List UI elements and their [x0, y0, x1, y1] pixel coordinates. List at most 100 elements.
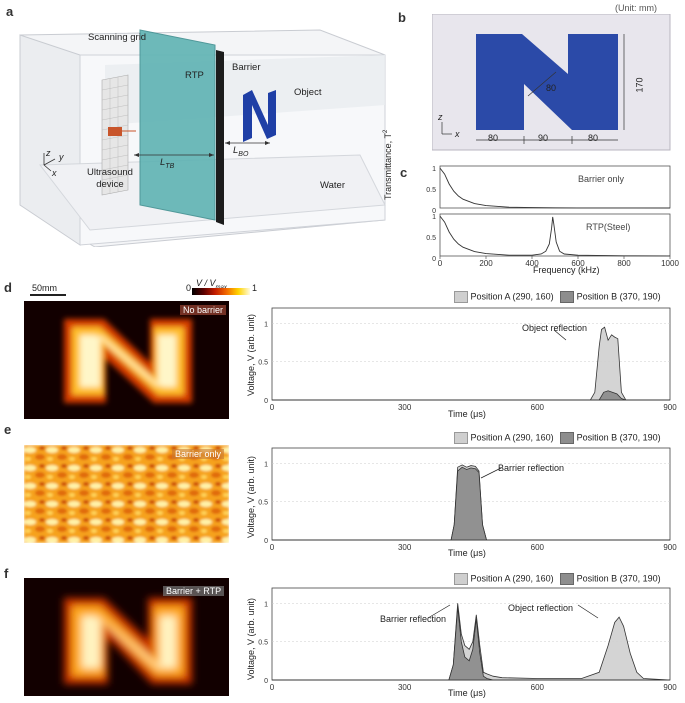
legend-e-swatch-a: [454, 432, 468, 444]
c-ytick-label-top: 0.5: [426, 187, 436, 194]
signal-chart-e: 0 300 600 900 1 0.5 0: [258, 447, 677, 552]
signal-ytick-label: 1: [264, 461, 268, 468]
colorbar-label: V / Vmax: [196, 278, 227, 291]
dim-diagonal: 80: [546, 83, 557, 93]
signal-series-position-a: [272, 326, 670, 401]
signal-chart-f: 0 300 600 900 1 0.5 0: [258, 587, 677, 692]
d-ylabel: Voltage, V (arb. unit): [246, 313, 256, 396]
panel-b-drawing: [432, 14, 671, 151]
label-l-tb: LTB: [160, 157, 175, 170]
c-xtick-label: 600: [571, 259, 585, 268]
signal-xtick-label: 300: [398, 683, 412, 692]
image-f-barrier-rtp: [24, 578, 229, 696]
label-ultrasound-device: Ultrasound device: [87, 167, 133, 190]
signal-xtick-label: 0: [270, 683, 275, 692]
c-ytick-label-top: 0: [432, 208, 436, 215]
panel-f-letter: f: [4, 566, 9, 581]
c-xtick-label: 400: [525, 259, 539, 268]
dim-bottom-right: 80: [588, 133, 599, 143]
d-annotation: Object reflection: [522, 323, 588, 333]
signal-xtick-label: 900: [663, 683, 677, 692]
scale-bar: [30, 294, 66, 296]
f-annotation-object: Object reflection: [508, 603, 574, 613]
image-e-tag: Barrier only: [172, 449, 225, 459]
panel-c-letter: c: [400, 165, 408, 180]
signal-xtick-label: 600: [531, 403, 545, 412]
label-l-bo: LBO: [233, 145, 249, 158]
legend-f: Position A (290, 160) Position B (370, 1…: [454, 573, 661, 585]
legend-f-swatch-a: [454, 573, 468, 585]
image-e-barrier-only: [24, 445, 229, 543]
panel-d-letter: d: [4, 280, 12, 295]
signal-xtick-label: 0: [270, 403, 275, 412]
legend-e-swatch-b: [560, 432, 575, 444]
signal-xtick-label: 0: [270, 543, 275, 552]
axis-z-label: z: [46, 148, 51, 158]
legend-d: Position A (290, 160) Position B (370, 1…: [454, 291, 661, 303]
e-ylabel: Voltage, V (arb. unit): [246, 455, 256, 538]
object-n-shape: [243, 90, 276, 142]
colorbar: [192, 288, 250, 295]
signal-xtick-label: 300: [398, 403, 412, 412]
dim-bottom-left: 80: [488, 133, 499, 143]
label-scanning-grid: Scanning grid: [88, 32, 147, 43]
c-label-rtp-steel: RTP(Steel): [586, 222, 631, 232]
c-ylabel: Transmittance, T2: [383, 129, 393, 200]
f-xlabel: Time (μs): [448, 688, 486, 698]
signal-ytick-label: 0.5: [258, 360, 268, 367]
signal-ytick-label: 0: [264, 678, 268, 685]
signal-xtick-label: 900: [663, 403, 677, 412]
dim-bottom-mid: 90: [538, 133, 549, 143]
ultrasound-device-shape: [108, 127, 122, 136]
label-object: Object: [294, 87, 322, 98]
signal-xtick-label: 900: [663, 543, 677, 552]
axis-x-label: x: [52, 168, 57, 178]
c-ytick-label-bot: 1: [432, 214, 436, 221]
scale-bar-label: 50mm: [32, 283, 58, 293]
f-ylabel: Voltage, V (arb. unit): [246, 597, 256, 680]
colorbar-min: 0: [186, 283, 192, 293]
image-d-tag: No barrier: [180, 305, 227, 315]
signal-ytick-label: 1: [264, 321, 268, 328]
signal-chart-d: 0 300 600 900 1 0.5 0: [258, 307, 677, 412]
c-ytick-label-bot: 0.5: [426, 235, 436, 242]
label-barrier: Barrier: [232, 62, 261, 73]
image-f-tag: Barrier + RTP: [163, 586, 225, 596]
c-xtick-label: 800: [617, 259, 631, 268]
f-annotation-barrier: Barrier reflection: [380, 614, 447, 624]
panel-b-letter: b: [398, 10, 406, 25]
signal-ytick-label: 0.5: [258, 500, 268, 507]
c-ytick-label-top: 1: [432, 166, 436, 173]
c-series-rtp-steel: [439, 215, 671, 257]
annotation-arrow: [577, 604, 599, 619]
d-xlabel: Time (μs): [448, 409, 486, 419]
signal-ytick-label: 0: [264, 538, 268, 545]
c-bottom-axes: [439, 213, 671, 257]
b-axis-z: z: [438, 112, 443, 122]
signal-xtick-label: 600: [531, 683, 545, 692]
annotation-arrow: [480, 467, 502, 479]
c-xtick-group: 0 200 400 600 800 1000: [438, 256, 679, 268]
signal-ytick-label: 1: [264, 601, 268, 608]
annotation-arrow: [427, 604, 451, 619]
e-xlabel: Time (μs): [448, 548, 486, 558]
signal-xtick-label: 300: [398, 543, 412, 552]
c-xtick-label: 1000: [661, 259, 679, 268]
signal-series-position-b: [272, 390, 670, 401]
e-annotation: Barrier reflection: [498, 463, 565, 473]
c-top-axes: [439, 165, 671, 209]
c-xlabel: Frequency (kHz): [533, 265, 600, 275]
c-series-barrier-only: [439, 167, 671, 209]
c-xtick-label: 200: [479, 259, 493, 268]
dim-height: 170: [634, 77, 645, 93]
panel-a-letter: a: [6, 4, 14, 19]
axis-y-label: y: [59, 152, 64, 162]
c-xtick-label: 0: [438, 259, 443, 268]
c-ytick-label-bot: 0: [432, 256, 436, 263]
signal-ytick-label: 0.5: [258, 640, 268, 647]
n-shape: [476, 34, 618, 130]
legend-e: Position A (290, 160) Position B (370, 1…: [454, 432, 661, 444]
rtp-plate: [139, 29, 216, 221]
image-d-no-barrier: [24, 301, 229, 419]
